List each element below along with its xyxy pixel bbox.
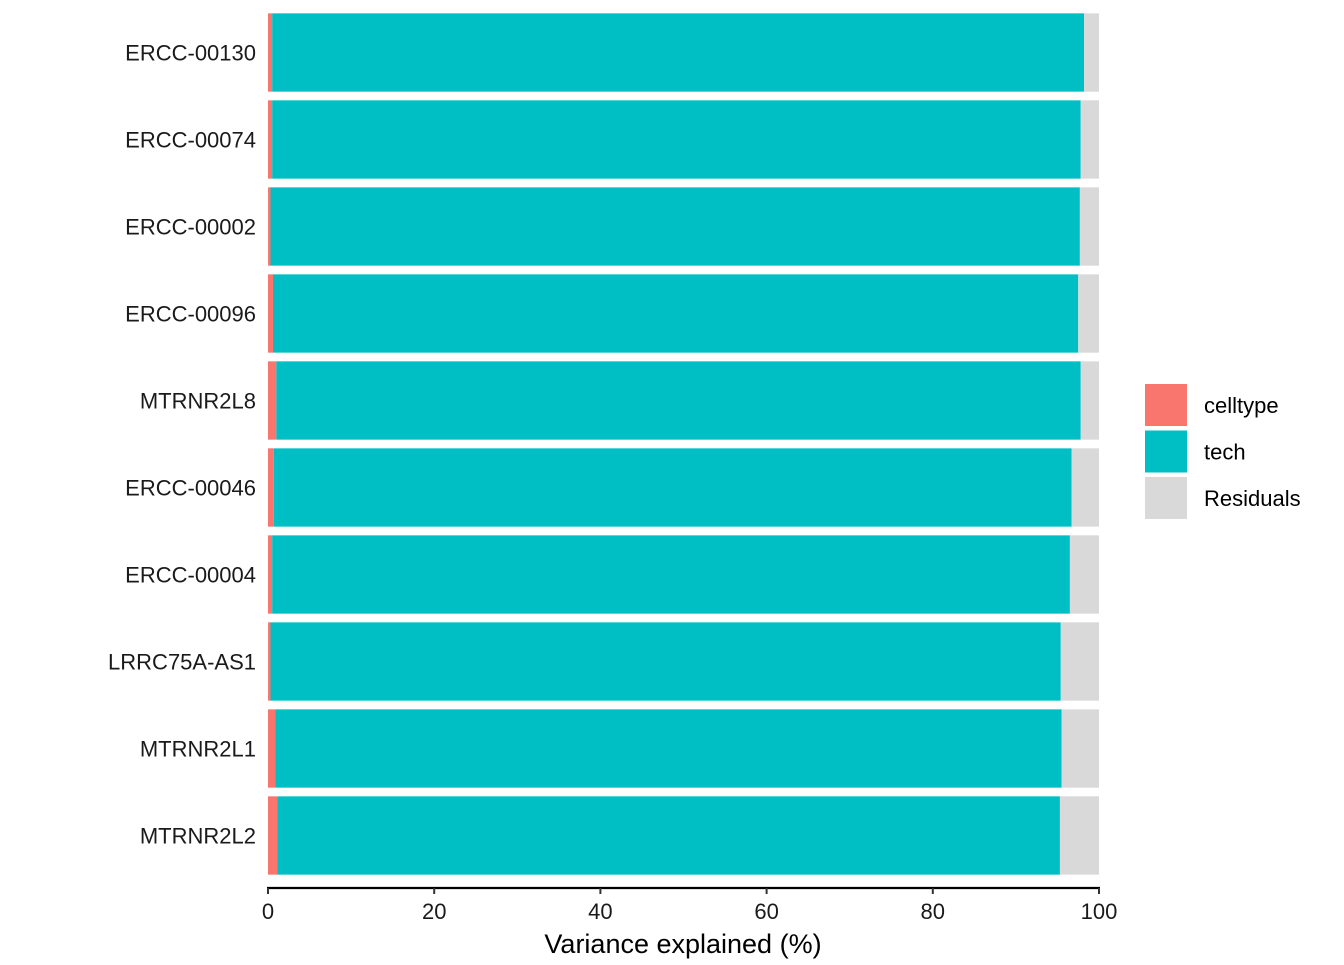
bar-celltype-mtrnr2l8: [268, 361, 277, 440]
x-axis: 0 20 40 60 80 100: [262, 886, 1118, 924]
bar-residuals-mtrnr2l1: [1061, 709, 1099, 788]
bar-residuals-ercc-00130: [1084, 13, 1099, 92]
y-tick-label: ERCC-00096: [125, 302, 256, 327]
bar-celltype-ercc-00046: [268, 448, 274, 527]
x-tick-label: 100: [1081, 899, 1118, 924]
bar-tech-lrrc75a-as1: [270, 622, 1061, 701]
legend-label-celltype: celltype: [1204, 393, 1279, 418]
bar-celltype-mtrnr2l2: [268, 796, 278, 875]
x-tick-label: 20: [422, 899, 446, 924]
x-tick-label: 0: [262, 899, 274, 924]
bar-celltype-ercc-00004: [268, 535, 273, 614]
bar-tech-ercc-00046: [273, 448, 1072, 527]
bar-residuals-mtrnr2l8: [1080, 361, 1099, 440]
bars-layer: [268, 13, 1099, 875]
y-tick-label: ERCC-00046: [125, 476, 256, 501]
bar-residuals-mtrnr2l2: [1059, 796, 1099, 875]
bar-residuals-ercc-00046: [1071, 448, 1099, 527]
x-tick-label: 40: [588, 899, 612, 924]
legend-key-residuals: [1145, 477, 1187, 519]
bar-tech-mtrnr2l8: [276, 361, 1081, 440]
bar-tech-mtrnr2l1: [275, 709, 1062, 788]
bar-celltype-ercc-00130: [268, 13, 273, 92]
bar-residuals-ercc-00074: [1080, 100, 1099, 179]
bar-celltype-ercc-00074: [268, 100, 273, 179]
bar-celltype-ercc-00002: [268, 187, 271, 266]
bar-tech-ercc-00004: [272, 535, 1070, 614]
bar-tech-ercc-00074: [272, 100, 1081, 179]
bar-celltype-lrrc75a-as1: [268, 622, 271, 701]
bar-tech-ercc-00130: [272, 13, 1085, 92]
x-axis-title: Variance explained (%): [544, 929, 821, 959]
bar-residuals-ercc-00096: [1078, 274, 1099, 353]
y-tick-label: ERCC-00130: [125, 41, 256, 66]
y-axis: ERCC-00130 ERCC-00074 ERCC-00002 ERCC-00096…: [108, 41, 256, 849]
legend-label-tech: tech: [1204, 440, 1246, 465]
legend-key-tech: [1145, 430, 1187, 473]
x-tick-label: 60: [754, 899, 778, 924]
bar-residuals-ercc-00002: [1079, 187, 1099, 266]
y-tick-label: MTRNR2L2: [140, 824, 256, 849]
bar-tech-ercc-00002: [270, 187, 1080, 266]
bar-tech-mtrnr2l2: [277, 796, 1060, 875]
bar-residuals-lrrc75a-as1: [1060, 622, 1099, 701]
legend: celltype tech Residuals: [1145, 384, 1301, 519]
legend-label-residuals: Residuals: [1204, 486, 1301, 511]
bar-celltype-mtrnr2l1: [268, 709, 276, 788]
y-tick-label: LRRC75A-AS1: [108, 650, 256, 675]
bar-tech-ercc-00096: [272, 274, 1079, 353]
y-tick-label: MTRNR2L8: [140, 389, 256, 414]
x-tick-label: 80: [921, 899, 945, 924]
bar-celltype-ercc-00096: [268, 274, 273, 353]
y-tick-label: ERCC-00074: [125, 128, 256, 153]
legend-key-celltype: [1145, 384, 1187, 426]
y-tick-label: MTRNR2L1: [140, 737, 256, 762]
y-tick-label: ERCC-00004: [125, 563, 256, 588]
bar-residuals-ercc-00004: [1069, 535, 1099, 614]
y-tick-label: ERCC-00002: [125, 215, 256, 240]
